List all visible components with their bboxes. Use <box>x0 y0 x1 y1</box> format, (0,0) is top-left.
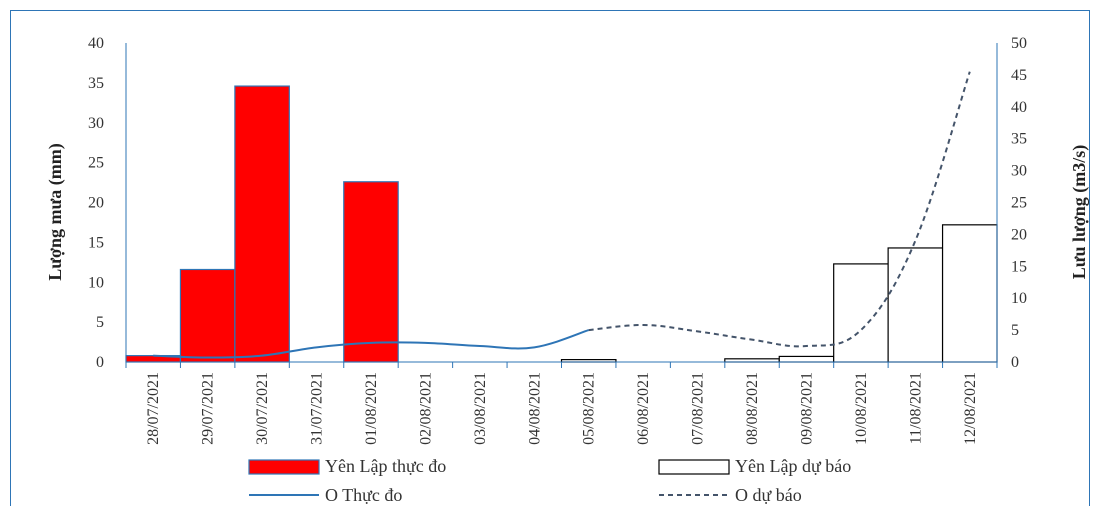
legend-label-3: O dự báo <box>735 485 802 505</box>
y2-tick-label-9: 45 <box>1011 67 1027 84</box>
bar-s0-1 <box>179 268 236 363</box>
x-tick-label-3: 31/07/2021 <box>309 372 326 445</box>
x-tick-label-8: 05/08/2021 <box>581 372 598 445</box>
bar-s1-12 <box>778 355 835 363</box>
lines-layer <box>153 71 971 359</box>
bars-layer <box>125 85 998 363</box>
legend-swatch-0 <box>248 459 320 475</box>
x-tick-label-15: 12/08/2021 <box>962 372 979 445</box>
bar-s1-15 <box>941 224 998 363</box>
x-tick-label-11: 08/08/2021 <box>744 372 761 445</box>
series-line-3 <box>588 71 971 348</box>
y-tick-label-3: 15 <box>88 234 104 251</box>
y-axis-title: Lượng mưa (mm) <box>45 143 66 281</box>
legend-label-2: O Thực đo <box>325 485 402 505</box>
y2-tick-label-8: 40 <box>1011 99 1027 116</box>
y-tick-label-1: 5 <box>96 314 104 331</box>
y-tick-label-7: 35 <box>88 75 104 92</box>
axes-layer <box>125 43 998 368</box>
series-line-2 <box>153 329 590 359</box>
y-tick-label-8: 40 <box>88 35 104 52</box>
y-tick-label-5: 25 <box>88 155 104 172</box>
chart-svg: 0 5 10 15 20 25 30 35 40 0 5 10 15 20 25 30 35 40 45 50 28/0… <box>45 35 1090 505</box>
y2-tick-label-1: 5 <box>1011 322 1019 339</box>
legend-label-0: Yên Lập thực đo <box>325 456 446 476</box>
x-tick-label-2: 30/07/2021 <box>254 372 271 445</box>
y-tick-label-4: 20 <box>88 195 104 212</box>
y2-tick-label-7: 35 <box>1011 131 1027 148</box>
y2-tick-label-2: 10 <box>1011 290 1027 307</box>
legend-label-1: Yên Lập dự báo <box>735 456 851 476</box>
y2-tick-label-5: 25 <box>1011 195 1027 212</box>
x-tick-label-7: 04/08/2021 <box>526 372 543 445</box>
x-tick-label-0: 28/07/2021 <box>145 372 162 445</box>
y2-tick-label-3: 15 <box>1011 258 1027 275</box>
y2-axis-title: Lưu lượng (m3/s) <box>1069 145 1090 280</box>
bar-s1-13 <box>833 263 889 363</box>
x-tick-label-6: 03/08/2021 <box>472 372 489 445</box>
y-tick-label-2: 10 <box>88 274 104 291</box>
y2-tick-label-6: 30 <box>1011 163 1027 180</box>
legend: Yên Lập thực đo Yên Lập dự báo O Thực đo O … <box>248 456 851 505</box>
bar-s1-14 <box>887 247 944 363</box>
x-tick-label-13: 10/08/2021 <box>853 372 870 445</box>
x-tick-label-12: 09/08/2021 <box>798 372 815 445</box>
y2-tick-label-0: 0 <box>1011 354 1019 371</box>
x-tick-label-1: 29/07/2021 <box>200 372 217 445</box>
x-tick-label-10: 07/08/2021 <box>690 372 707 445</box>
x-tick-label-4: 01/08/2021 <box>363 372 380 445</box>
y-tick-label-0: 0 <box>96 354 104 371</box>
legend-swatch-1 <box>658 459 730 475</box>
bar-s0-2 <box>234 85 290 363</box>
x-tick-label-5: 02/08/2021 <box>417 372 434 445</box>
x-tick-label-14: 11/08/2021 <box>907 372 924 444</box>
y2-tick-label-4: 20 <box>1011 226 1027 243</box>
y2-tick-label-10: 50 <box>1011 35 1027 52</box>
x-tick-label-9: 06/08/2021 <box>635 372 652 445</box>
bar-s0-4 <box>343 181 399 363</box>
chart-frame: 0 5 10 15 20 25 30 35 40 0 5 10 15 20 25 30 35 40 45 50 28/0… <box>10 10 1090 506</box>
y-tick-label-6: 30 <box>88 115 104 132</box>
tick-labels-layer: 0 5 10 15 20 25 30 35 40 0 5 10 15 20 25 30 35 40 45 50 28/0… <box>88 35 1027 445</box>
